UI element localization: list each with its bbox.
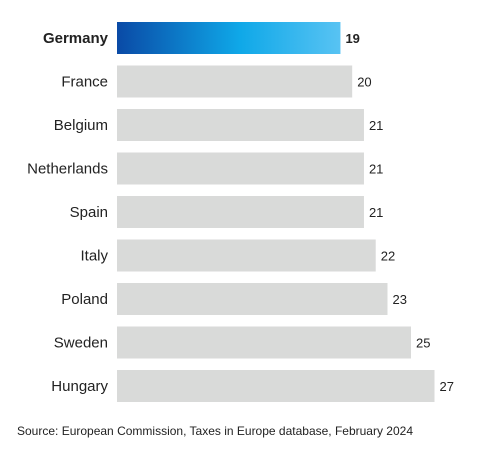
category-label-italy: Italy	[80, 248, 108, 265]
bar-france	[117, 65, 353, 98]
value-label-hungary: 27	[440, 379, 454, 394]
value-label-spain: 21	[369, 205, 383, 220]
category-label-germany: Germany	[43, 30, 109, 47]
bar-poland	[117, 283, 388, 315]
bar-netherlands	[117, 152, 364, 185]
bar-sweden	[117, 326, 411, 359]
value-label-belgium: 21	[369, 118, 383, 133]
value-label-germany: 19	[345, 31, 359, 46]
value-label-poland: 23	[392, 292, 406, 307]
bar-belgium	[117, 109, 364, 141]
category-label-poland: Poland	[61, 291, 108, 308]
value-label-sweden: 25	[416, 336, 430, 351]
value-label-france: 20	[357, 75, 371, 90]
value-label-italy: 22	[381, 249, 395, 264]
category-label-france: France	[61, 74, 108, 91]
category-label-belgium: Belgium	[54, 117, 108, 134]
bar-italy	[117, 239, 376, 272]
bars-layer: Germany 19 France 20 Belgium 21 Netherlands 21 S…	[27, 22, 454, 402]
source-note: Source: European Commission, Taxes in Eu…	[17, 424, 414, 438]
bar-hungary	[117, 370, 435, 402]
bar-spain	[117, 196, 364, 228]
category-label-netherlands: Netherlands	[27, 161, 108, 178]
category-label-sweden: Sweden	[54, 335, 108, 352]
value-label-netherlands: 21	[369, 162, 383, 177]
category-label-spain: Spain	[70, 204, 108, 221]
bar-germany	[117, 22, 341, 54]
category-label-hungary: Hungary	[51, 378, 108, 395]
